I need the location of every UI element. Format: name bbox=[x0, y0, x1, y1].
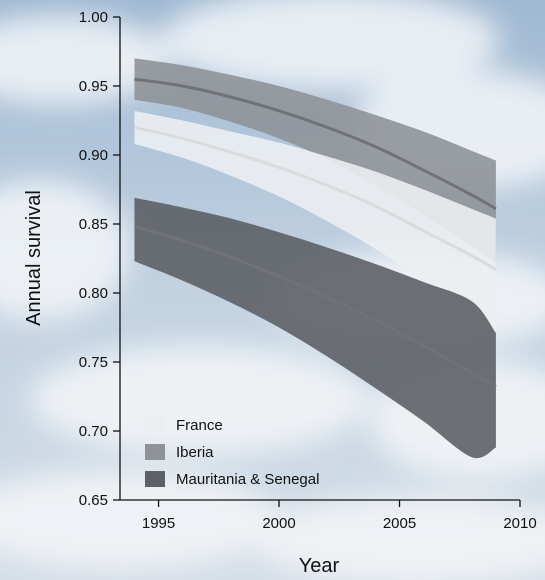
legend-swatch-france bbox=[145, 417, 165, 433]
mean-line-france bbox=[134, 125, 497, 271]
legend-label-mauritania-senegal: Mauritania & Senegal bbox=[176, 471, 319, 488]
legend: France Iberia Mauritania & Senegal bbox=[145, 417, 319, 488]
y-tick-label: 1.00 bbox=[79, 9, 108, 26]
x-tick-label: 2005 bbox=[383, 515, 416, 532]
band-iberia bbox=[134, 58, 496, 263]
axes bbox=[119, 17, 520, 501]
legend-item-mauritania-senegal: Mauritania & Senegal bbox=[145, 471, 319, 488]
x-tick-label: 2010 bbox=[503, 515, 536, 532]
y-tick-label: 0.80 bbox=[79, 285, 108, 302]
series-iberia bbox=[134, 58, 497, 263]
legend-item-iberia: Iberia bbox=[145, 444, 214, 461]
mean-line-iberia bbox=[134, 77, 497, 211]
band-mauritania-senegal bbox=[134, 197, 496, 459]
series-france bbox=[134, 110, 497, 334]
y-tick-label: 0.90 bbox=[79, 147, 108, 164]
y-tick-label: 0.70 bbox=[79, 423, 108, 440]
legend-label-iberia: Iberia bbox=[176, 444, 214, 461]
x-tick-label: 1995 bbox=[142, 515, 175, 532]
mean-line-mauritania-senegal bbox=[134, 225, 497, 389]
y-axis-title: Annual survival bbox=[23, 190, 45, 326]
legend-swatch-iberia bbox=[145, 444, 165, 460]
x-tick-label: 2000 bbox=[262, 515, 295, 532]
axis-ticks: 0.65 0.70 0.75 0.80 0.85 0.90 0.95 1.00 1995 2000… bbox=[79, 9, 537, 532]
y-tick-label: 0.75 bbox=[79, 354, 108, 371]
x-axis-title: Year bbox=[299, 555, 340, 577]
series-mauritania-senegal bbox=[134, 197, 497, 459]
y-tick-label: 0.65 bbox=[79, 492, 108, 509]
y-tick-label: 0.95 bbox=[79, 78, 108, 95]
band-france bbox=[134, 110, 496, 334]
legend-item-france: France bbox=[145, 417, 223, 434]
legend-swatch-mauritania-senegal bbox=[145, 471, 165, 487]
confidence-bands bbox=[134, 58, 497, 459]
y-tick-label: 0.85 bbox=[79, 216, 108, 233]
legend-label-france: France bbox=[176, 417, 223, 434]
